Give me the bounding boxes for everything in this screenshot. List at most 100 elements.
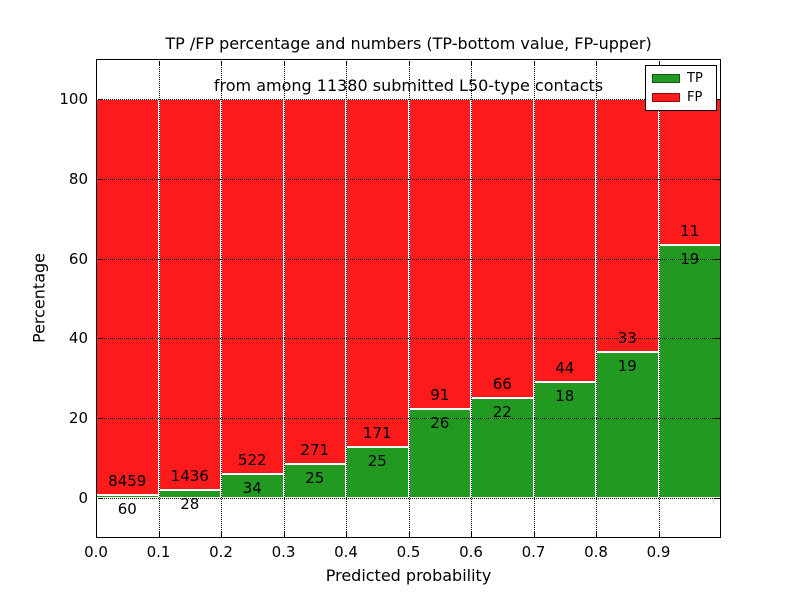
x-gridline <box>471 59 472 538</box>
x-tick-mark-top <box>471 60 472 66</box>
fp-count-label: 11 <box>680 222 700 241</box>
x-tick-mark-bottom <box>408 531 410 537</box>
y-gridline <box>96 178 721 180</box>
x-tick-mark-bottom <box>221 531 222 537</box>
bar-segment-tp <box>408 409 471 499</box>
y-tick-mark-left <box>97 178 103 180</box>
y-tick-mark-right <box>714 338 720 340</box>
x-tick-mark-bottom <box>346 531 347 537</box>
bar-segment-fp <box>471 98 534 399</box>
x-tick-label: 0.7 <box>521 543 546 561</box>
y-tick-mark-right <box>714 98 720 100</box>
fp-count-label: 1436 <box>170 467 209 486</box>
tp-count-label: 22 <box>492 403 512 422</box>
y-tick-mark-right <box>714 418 720 420</box>
y-tick-label: 100 <box>59 89 88 108</box>
fp-count-label: 33 <box>617 329 637 348</box>
fp-count-label: 66 <box>492 375 512 394</box>
legend-item-fp: FP <box>652 89 710 105</box>
y-gridline <box>96 498 721 500</box>
x-tick-mark-bottom <box>158 531 160 537</box>
bar-segment-fp <box>346 98 409 448</box>
bar-segment-fp <box>96 98 159 496</box>
x-tick-mark-bottom <box>533 531 535 537</box>
x-tick-mark-top <box>408 60 410 66</box>
x-tick-label: 0.8 <box>584 543 608 561</box>
tp-count-label: 19 <box>617 357 637 376</box>
chart-title: TP /FP percentage and numbers (TP-bottom… <box>96 12 721 117</box>
x-gridline <box>158 59 160 538</box>
bar-segment-fp <box>408 98 471 410</box>
x-tick-mark-top <box>533 60 535 66</box>
x-tick-label: 0.1 <box>146 543 171 561</box>
y-tick-mark-left <box>97 98 103 100</box>
fp-count-label: 271 <box>300 441 330 460</box>
legend-item-tp: TP <box>652 70 710 86</box>
bar-segment-fp <box>596 98 659 353</box>
bar-segment-fp <box>533 98 596 383</box>
bar-segment-fp <box>658 98 721 246</box>
legend-swatch-tp-icon <box>652 74 680 83</box>
y-tick-mark-right <box>714 498 720 500</box>
tp-count-label: 18 <box>555 387 575 406</box>
y-tick-mark-left <box>97 258 103 260</box>
fp-count-label: 8459 <box>108 472 147 491</box>
tp-count-label: 19 <box>680 250 700 269</box>
y-gridline <box>96 418 721 420</box>
x-tick-label: 0.3 <box>271 543 296 561</box>
x-tick-mark-top <box>221 60 222 66</box>
y-tick-label: 60 <box>68 249 88 268</box>
x-gridline <box>533 59 535 538</box>
fp-count-label: 171 <box>362 424 392 443</box>
x-tick-mark-top <box>346 60 347 66</box>
chart-title-line1: TP /FP percentage and numbers (TP-bottom… <box>165 34 652 53</box>
y-gridline <box>96 338 721 340</box>
bar-segment-fp <box>158 98 221 491</box>
legend-label-tp: TP <box>687 70 703 86</box>
tp-count-label: 26 <box>430 414 450 433</box>
x-tick-label: 0.4 <box>334 543 358 561</box>
x-gridline <box>221 59 222 538</box>
legend: TP FP <box>645 65 717 111</box>
x-tick-label: 0.2 <box>209 543 233 561</box>
x-tick-mark-top <box>596 60 597 66</box>
tp-count-label: 60 <box>117 500 137 519</box>
chart-title-line2: from among 11380 submitted L50-type cont… <box>213 76 604 95</box>
fp-count-label: 522 <box>237 450 267 469</box>
bar-segment-tp <box>596 352 659 499</box>
x-gridline <box>596 59 597 538</box>
tp-count-label: 34 <box>242 478 262 497</box>
x-tick-mark-bottom <box>283 531 285 537</box>
x-tick-mark-top <box>658 60 660 66</box>
y-gridline <box>96 98 721 100</box>
y-tick-mark-left <box>97 418 103 420</box>
x-tick-label: 0.6 <box>459 543 483 561</box>
y-tick-mark-right <box>714 258 720 260</box>
x-gridline <box>658 59 660 538</box>
legend-label-fp: FP <box>687 89 703 105</box>
legend-swatch-fp-icon <box>652 93 680 102</box>
y-gridline <box>96 258 721 260</box>
x-gridline <box>346 59 347 538</box>
bar-segment-fp <box>221 98 284 474</box>
fp-count-label: 91 <box>430 386 450 405</box>
y-tick-mark-left <box>97 338 103 340</box>
x-gridline <box>408 59 410 538</box>
bar-segment-tp <box>658 245 721 499</box>
x-gridline <box>283 59 285 538</box>
x-tick-label: 0.5 <box>396 543 421 561</box>
y-tick-mark-left <box>97 498 103 500</box>
y-tick-mark-right <box>714 178 720 180</box>
bar-segment-tp <box>533 382 596 499</box>
x-tick-mark-bottom <box>96 531 97 537</box>
tp-count-label: 25 <box>305 469 325 488</box>
tp-count-label: 28 <box>180 495 200 514</box>
y-tick-label: 20 <box>68 409 88 428</box>
x-tick-mark-top <box>283 60 285 66</box>
y-tick-label: 40 <box>68 329 88 348</box>
y-tick-label: 0 <box>78 489 88 508</box>
x-tick-mark-bottom <box>658 531 660 537</box>
tp-count-label: 25 <box>367 452 387 471</box>
x-axis-label: Predicted probability <box>325 566 492 585</box>
